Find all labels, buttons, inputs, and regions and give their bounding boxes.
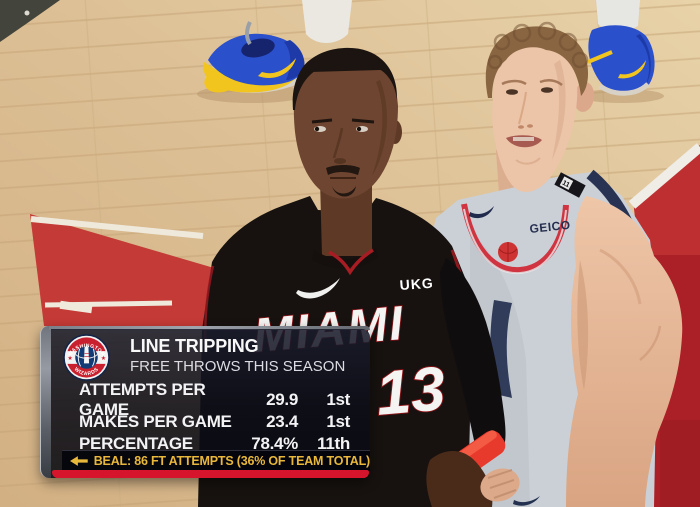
star-icon: ★ (101, 355, 106, 362)
sneaker-left (203, 0, 352, 93)
nike-swoosh-icon (469, 206, 494, 219)
eye (541, 87, 553, 93)
wizards-player-hand (480, 468, 520, 502)
lane-line-right (628, 143, 700, 209)
stat-label: ATTEMPTS PER GAME (79, 380, 206, 419)
nike-swoosh-icon (513, 496, 540, 506)
ukg-patch: UKG (399, 275, 434, 293)
washington-wizards-logo: ★ ★ WASHINGTON WIZARDS (63, 334, 110, 381)
sock (302, 0, 352, 43)
panel-accent-stripe (52, 470, 369, 478)
sock (596, 0, 640, 32)
geico-patch: GEICO (529, 218, 571, 236)
nike-swoosh-icon (618, 60, 646, 79)
strap-number: 11 (561, 180, 571, 190)
panel-metal-edge (49, 326, 370, 330)
panel-title: LINE TRIPPING (130, 336, 259, 356)
shoe-shadow (580, 89, 664, 103)
lane-line-top (30, 216, 204, 239)
monument-icon (83, 345, 90, 364)
arrow-left-icon (70, 456, 88, 466)
neck (320, 180, 372, 256)
mustache (326, 165, 360, 175)
heat-player-head (292, 47, 402, 199)
courtside-object (0, 0, 60, 42)
panel-metal-edge (40, 326, 51, 478)
stats-panel: ★ ★ WASHINGTON WIZARDS LINE TRIPPING FRE… (40, 326, 370, 478)
panel-subtitle: FREE THROWS THIS SEASON (130, 358, 346, 375)
stat-value: 23.4 (266, 412, 298, 431)
eye (506, 89, 518, 95)
stat-row: MAKES PER GAME 23.4 1st (79, 411, 350, 433)
logo-arc-bottom: WIZARDS (73, 366, 100, 377)
jersey-ball-logo (498, 242, 518, 262)
jersey-neck-trim (328, 248, 374, 276)
lane-hash-mark (59, 300, 93, 314)
shoulder-strap-tag: 11 (554, 172, 586, 198)
paint-area-left (30, 214, 231, 326)
hair (485, 26, 589, 98)
stat-rank: 1st (326, 412, 350, 431)
svg-text:WIZARDS: WIZARDS (73, 366, 100, 377)
wizards-player-head (485, 21, 595, 192)
stat-row: ATTEMPTS PER GAME 29.9 1st (79, 380, 350, 419)
arm-sleeve (440, 258, 506, 450)
sneaker-right (587, 0, 655, 96)
stat-rows: ATTEMPTS PER GAME 29.9 1st MAKES PER GAM… (79, 380, 350, 455)
jersey-collar (312, 248, 378, 269)
star-icon: ★ (67, 355, 72, 362)
stat-value: 29.9 (266, 390, 298, 409)
wizards-player-arm (566, 196, 683, 507)
stat-rank: 1st (326, 390, 350, 409)
stat-value: 78.4% (251, 434, 298, 453)
ear (573, 82, 595, 112)
panel-header: ★ ★ WASHINGTON WIZARDS LINE TRIPPING FRE… (51, 329, 370, 387)
panel-footnote: BEAL: 86 FT ATTEMPTS (36% OF TEAM TOTAL) (62, 450, 370, 471)
nike-swoosh-icon (296, 278, 340, 299)
panel-body: ★ ★ WASHINGTON WIZARDS LINE TRIPPING FRE… (51, 329, 370, 478)
stat-rank: 11th (317, 434, 350, 453)
paint-area-right (628, 143, 700, 262)
stat-label: PERCENTAGE (79, 434, 193, 453)
stat-label: MAKES PER GAME (79, 412, 232, 431)
hand (426, 451, 493, 507)
jersey-number: 13 (373, 354, 448, 429)
nike-swoosh-icon (258, 58, 296, 78)
footnote-text: BEAL: 86 FT ATTEMPTS (36% OF TEAM TOTAL) (93, 454, 370, 468)
stat-row: PERCENTAGE 78.4% 11th (79, 433, 350, 455)
